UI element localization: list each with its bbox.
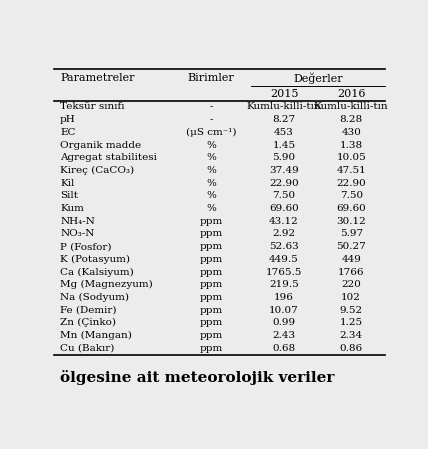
Text: ppm: ppm [199,318,223,327]
Text: 50.27: 50.27 [336,242,366,251]
Text: 1.25: 1.25 [340,318,363,327]
Text: 8.27: 8.27 [273,115,296,124]
Text: Cu (Bakır): Cu (Bakır) [60,344,115,353]
Text: ppm: ppm [199,293,223,302]
Text: Birimler: Birimler [188,73,235,83]
Text: %: % [206,191,216,200]
Text: 9.52: 9.52 [340,306,363,315]
Text: 30.12: 30.12 [336,217,366,226]
Text: 69.60: 69.60 [336,204,366,213]
Text: K (Potasyum): K (Potasyum) [60,255,130,264]
Text: 8.28: 8.28 [340,115,363,124]
Text: Kil: Kil [60,179,74,188]
Text: %: % [206,153,216,162]
Text: 102: 102 [341,293,361,302]
Text: EC: EC [60,128,76,137]
Text: ppm: ppm [199,280,223,289]
Text: pH: pH [60,115,76,124]
Text: 220: 220 [341,280,361,289]
Text: 1765.5: 1765.5 [266,268,302,277]
Text: -: - [209,102,213,111]
Text: 196: 196 [274,293,294,302]
Text: 453: 453 [274,128,294,137]
Text: Agregat stabilitesi: Agregat stabilitesi [60,153,157,162]
Text: 219.5: 219.5 [269,280,299,289]
Text: %: % [206,166,216,175]
Text: Organik madde: Organik madde [60,141,141,150]
Text: ppm: ppm [199,344,223,353]
Text: 2.43: 2.43 [273,331,296,340]
Text: 449.5: 449.5 [269,255,299,264]
Text: Ca (Kalsiyum): Ca (Kalsiyum) [60,268,134,277]
Text: 430: 430 [341,128,361,137]
Text: Mg (Magnezyum): Mg (Magnezyum) [60,280,153,289]
Text: (μS cm⁻¹): (μS cm⁻¹) [186,128,236,137]
Text: ppm: ppm [199,242,223,251]
Text: Değerler: Değerler [293,72,343,84]
Text: 10.07: 10.07 [269,306,299,315]
Text: 47.51: 47.51 [336,166,366,175]
Text: Kum: Kum [60,204,84,213]
Text: 2.34: 2.34 [340,331,363,340]
Text: ppm: ppm [199,217,223,226]
Text: 7.50: 7.50 [273,191,296,200]
Text: Teksür sınıfı: Teksür sınıfı [60,102,125,111]
Text: Fe (Demir): Fe (Demir) [60,306,117,315]
Text: %: % [206,204,216,213]
Text: P (Fosfor): P (Fosfor) [60,242,112,251]
Text: ppm: ppm [199,331,223,340]
Text: 5.90: 5.90 [273,153,296,162]
Text: 0.68: 0.68 [273,344,296,353]
Text: Kireç (CaCO₃): Kireç (CaCO₃) [60,166,134,175]
Text: Silt: Silt [60,191,78,200]
Text: 10.05: 10.05 [336,153,366,162]
Text: 52.63: 52.63 [269,242,299,251]
Text: ppm: ppm [199,229,223,238]
Text: 7.50: 7.50 [340,191,363,200]
Text: ppm: ppm [199,306,223,315]
Text: NO₃-N: NO₃-N [60,229,95,238]
Text: Zn (Çinko): Zn (Çinko) [60,318,116,327]
Text: %: % [206,141,216,150]
Text: -: - [209,115,213,124]
Text: 2.92: 2.92 [273,229,296,238]
Text: Mn (Mangan): Mn (Mangan) [60,331,132,340]
Text: 69.60: 69.60 [269,204,299,213]
Text: ppm: ppm [199,255,223,264]
Text: 5.97: 5.97 [340,229,363,238]
Text: Kumlu-killi-tın: Kumlu-killi-tın [247,102,321,111]
Text: 1.38: 1.38 [340,141,363,150]
Text: 0.86: 0.86 [340,344,363,353]
Text: 22.90: 22.90 [269,179,299,188]
Text: 1766: 1766 [338,268,365,277]
Text: Na (Sodyum): Na (Sodyum) [60,293,129,302]
Text: 43.12: 43.12 [269,217,299,226]
Text: ppm: ppm [199,268,223,277]
Text: 1.45: 1.45 [273,141,296,150]
Text: 449: 449 [341,255,361,264]
Text: 37.49: 37.49 [269,166,299,175]
Text: Kumlu-killi-tın: Kumlu-killi-tın [314,102,389,111]
Text: 22.90: 22.90 [336,179,366,188]
Text: Parametreler: Parametreler [60,73,135,83]
Text: 0.99: 0.99 [273,318,296,327]
Text: NH₄-N: NH₄-N [60,217,95,226]
Text: %: % [206,179,216,188]
Text: 2016: 2016 [337,89,366,99]
Text: 2015: 2015 [270,89,298,99]
Text: ölgesine ait meteorolojik veriler: ölgesine ait meteorolojik veriler [60,370,335,385]
